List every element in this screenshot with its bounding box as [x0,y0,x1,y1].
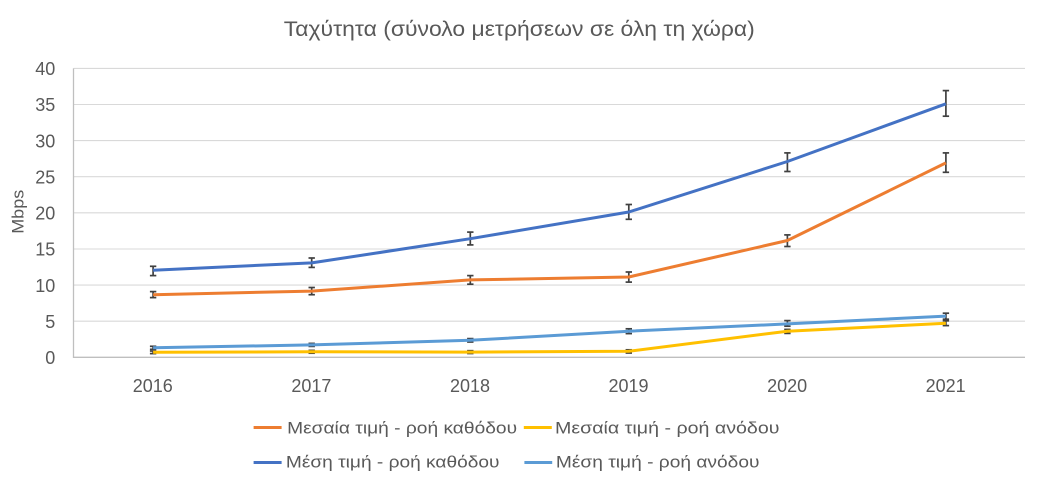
svg-text:2016: 2016 [133,376,173,396]
svg-text:Μέση τιμή - ροή ανόδου: Μέση τιμή - ροή ανόδου [556,452,760,471]
svg-text:35: 35 [35,95,55,115]
svg-text:20: 20 [35,204,55,224]
svg-text:2017: 2017 [291,376,331,396]
svg-text:Ταχύτητα (σύνολο μετρήσεων σε: Ταχύτητα (σύνολο μετρήσεων σε όλη τη χώρ… [284,18,755,41]
svg-text:0: 0 [45,348,55,368]
svg-text:10: 10 [35,276,55,296]
svg-text:2020: 2020 [767,376,807,396]
svg-text:Μεσαία τιμή - ροή ανόδου: Μεσαία τιμή - ροή ανόδου [555,419,780,438]
svg-text:5: 5 [45,312,55,332]
svg-text:Μεσαία τιμή - ροή καθόδου: Μεσαία τιμή - ροή καθόδου [287,419,517,438]
svg-text:40: 40 [35,59,55,79]
svg-text:2018: 2018 [450,376,490,396]
svg-text:Mbps: Mbps [9,190,28,234]
svg-text:Μέση τιμή - ροή καθόδου: Μέση τιμή - ροή καθόδου [286,452,500,471]
svg-text:2021: 2021 [926,376,966,396]
svg-text:30: 30 [35,131,55,151]
svg-text:15: 15 [35,240,55,260]
svg-text:25: 25 [35,167,55,187]
svg-text:2019: 2019 [608,376,648,396]
